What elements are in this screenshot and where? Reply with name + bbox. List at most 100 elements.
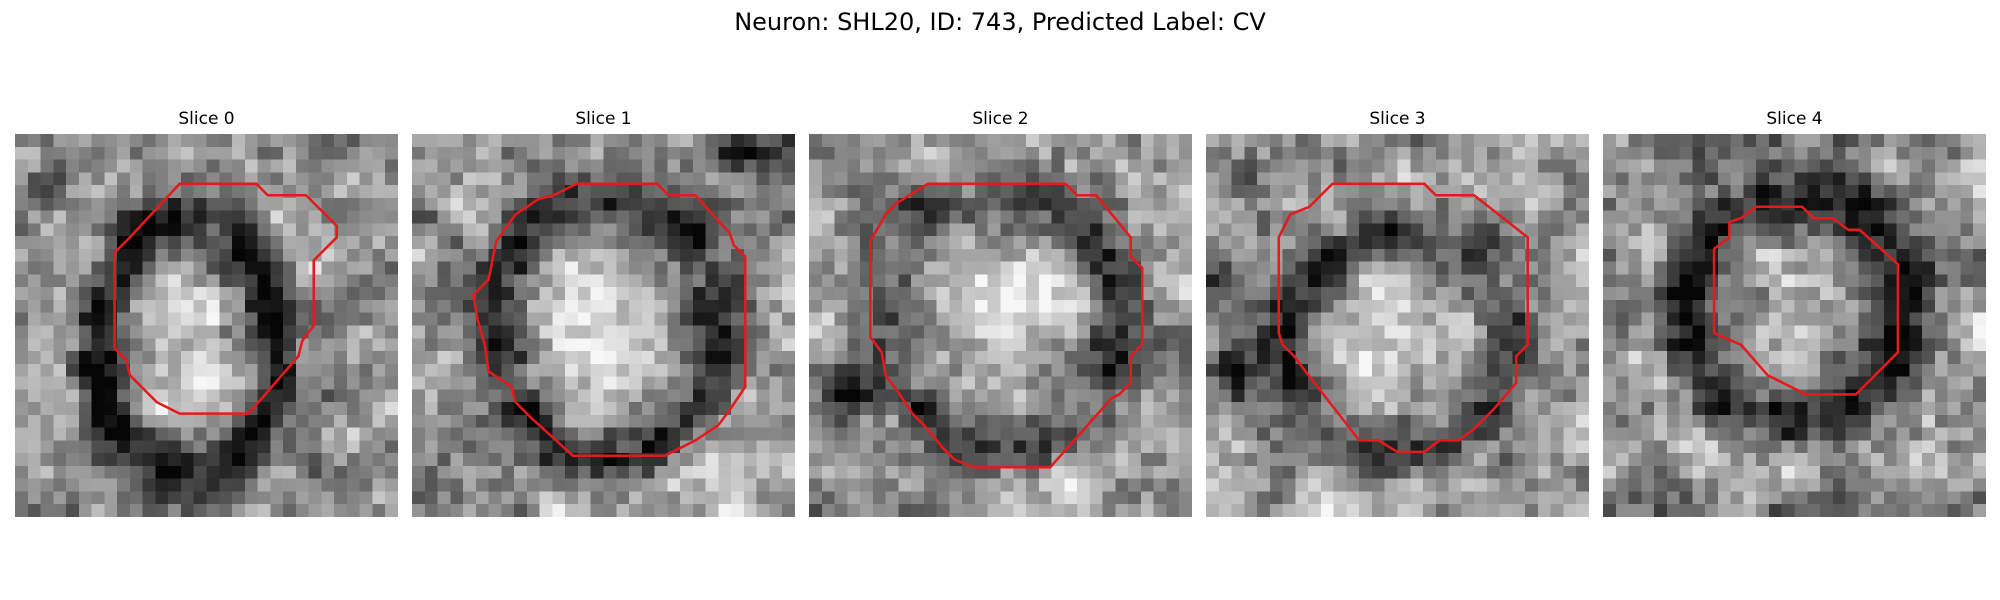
voxel bbox=[974, 363, 988, 377]
voxel bbox=[1461, 453, 1475, 467]
voxel bbox=[1973, 287, 1986, 301]
voxel bbox=[1461, 236, 1475, 250]
voxel bbox=[437, 210, 451, 224]
voxel bbox=[1871, 351, 1885, 365]
voxel bbox=[743, 325, 757, 339]
voxel bbox=[885, 440, 899, 454]
voxel bbox=[1807, 453, 1821, 467]
voxel bbox=[1641, 274, 1655, 288]
voxel bbox=[91, 389, 105, 403]
voxel bbox=[244, 312, 258, 326]
voxel bbox=[705, 414, 719, 428]
voxel bbox=[1871, 402, 1885, 416]
voxel bbox=[872, 478, 886, 492]
voxel bbox=[1705, 402, 1719, 416]
voxel bbox=[718, 159, 732, 173]
voxel bbox=[1947, 248, 1961, 262]
voxel bbox=[412, 453, 426, 467]
voxel bbox=[1641, 248, 1655, 262]
voxel bbox=[731, 427, 745, 441]
voxel bbox=[1384, 223, 1398, 237]
voxel bbox=[552, 248, 566, 262]
voxel bbox=[1435, 453, 1449, 467]
voxel bbox=[629, 427, 643, 441]
voxel bbox=[1410, 134, 1424, 148]
voxel bbox=[27, 325, 41, 339]
voxel bbox=[641, 478, 655, 492]
voxel bbox=[1603, 159, 1617, 173]
voxel bbox=[1333, 453, 1347, 467]
voxel bbox=[1883, 453, 1897, 467]
voxel bbox=[1474, 338, 1488, 352]
voxel bbox=[1615, 223, 1629, 237]
voxel bbox=[1206, 197, 1220, 211]
voxel bbox=[847, 363, 861, 377]
voxel bbox=[1320, 491, 1334, 505]
voxel bbox=[1346, 504, 1360, 517]
voxel bbox=[1512, 363, 1526, 377]
voxel bbox=[1089, 338, 1103, 352]
voxel bbox=[1947, 376, 1961, 390]
voxel bbox=[1922, 440, 1936, 454]
voxel bbox=[1461, 197, 1475, 211]
voxel bbox=[450, 504, 464, 517]
voxel bbox=[488, 172, 502, 186]
voxel bbox=[1563, 197, 1577, 211]
voxel bbox=[1756, 210, 1770, 224]
voxel bbox=[539, 351, 553, 365]
voxel bbox=[718, 351, 732, 365]
voxel bbox=[1231, 351, 1245, 365]
voxel bbox=[603, 465, 617, 479]
voxel bbox=[872, 338, 886, 352]
voxel bbox=[885, 274, 899, 288]
voxel bbox=[1051, 274, 1065, 288]
voxel bbox=[1820, 146, 1834, 160]
voxel bbox=[1807, 465, 1821, 479]
voxel bbox=[1883, 402, 1897, 416]
voxel bbox=[1743, 363, 1757, 377]
voxel bbox=[809, 185, 823, 199]
voxel bbox=[936, 134, 950, 148]
voxel bbox=[155, 478, 169, 492]
voxel bbox=[1257, 274, 1271, 288]
voxel bbox=[450, 185, 464, 199]
voxel bbox=[1282, 261, 1296, 275]
voxel bbox=[1295, 134, 1309, 148]
voxel bbox=[1896, 427, 1910, 441]
voxel bbox=[1768, 146, 1782, 160]
voxel bbox=[1397, 134, 1411, 148]
voxel bbox=[437, 172, 451, 186]
voxel bbox=[641, 274, 655, 288]
voxel bbox=[1346, 197, 1360, 211]
voxel bbox=[1461, 440, 1475, 454]
voxel bbox=[244, 210, 258, 224]
voxel bbox=[629, 185, 643, 199]
voxel bbox=[782, 402, 795, 416]
voxel bbox=[412, 236, 426, 250]
voxel bbox=[359, 223, 373, 237]
voxel bbox=[1628, 414, 1642, 428]
voxel bbox=[1397, 491, 1411, 505]
voxel bbox=[450, 402, 464, 416]
voxel bbox=[1615, 312, 1629, 326]
voxel bbox=[974, 325, 988, 339]
voxel bbox=[667, 172, 681, 186]
voxel bbox=[1768, 491, 1782, 505]
voxel bbox=[1628, 427, 1642, 441]
voxel bbox=[834, 363, 848, 377]
voxel bbox=[359, 465, 373, 479]
voxel bbox=[168, 223, 182, 237]
voxel bbox=[962, 248, 976, 262]
voxel bbox=[1038, 261, 1052, 275]
voxel bbox=[1641, 478, 1655, 492]
voxel bbox=[514, 274, 528, 288]
voxel bbox=[1359, 414, 1373, 428]
voxel bbox=[1115, 185, 1129, 199]
voxel bbox=[232, 504, 246, 517]
voxel bbox=[1563, 312, 1577, 326]
voxel bbox=[1064, 172, 1078, 186]
voxel bbox=[385, 146, 398, 160]
voxel bbox=[1410, 504, 1424, 517]
voxel bbox=[629, 478, 643, 492]
voxel bbox=[244, 134, 258, 148]
